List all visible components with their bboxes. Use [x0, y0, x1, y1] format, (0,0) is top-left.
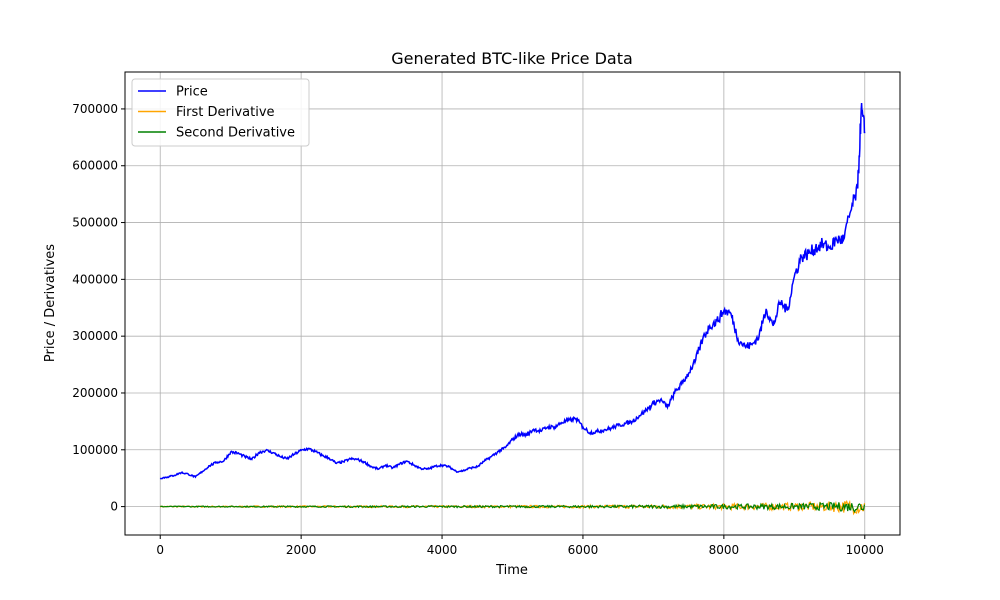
legend: Price First Derivative Second Derivative: [131, 78, 310, 147]
y-axis: 0 100000 200000 300000 400000 500000 600000 700…: [72, 102, 125, 514]
y-tick-label: 200000: [72, 386, 118, 400]
legend-label: Second Derivative: [176, 126, 295, 141]
second-derivative-line: [160, 501, 866, 513]
x-tick-label: 6000: [568, 543, 599, 557]
legend-label: Price: [176, 85, 208, 100]
y-tick-label: 300000: [72, 329, 118, 343]
series-layer: [159, 103, 866, 516]
y-tick-label: 500000: [72, 216, 118, 230]
y-tick-label: 0: [110, 500, 118, 514]
y-tick-label: 600000: [72, 159, 118, 173]
x-axis: 0 2000 4000 6000 8000 10000: [156, 535, 884, 557]
x-tick-label: 4000: [427, 543, 458, 557]
x-axis-label: Time: [495, 563, 528, 578]
price-line: [159, 103, 866, 480]
y-tick-label: 700000: [72, 102, 118, 116]
legend-box: [131, 78, 310, 147]
x-tick-label: 8000: [709, 543, 740, 557]
plot-frame: [124, 71, 901, 536]
y-tick-label: 400000: [72, 272, 118, 286]
x-tick-label: 0: [156, 543, 164, 557]
grid: [125, 72, 900, 535]
y-tick-label: 100000: [72, 443, 118, 457]
y-axis-label: Price / Derivatives: [43, 244, 58, 362]
x-tick-label: 2000: [286, 543, 317, 557]
x-tick-label: 10000: [846, 543, 884, 557]
chart-title: Generated BTC-like Price Data: [391, 49, 633, 68]
legend-label: First Derivative: [176, 105, 275, 120]
